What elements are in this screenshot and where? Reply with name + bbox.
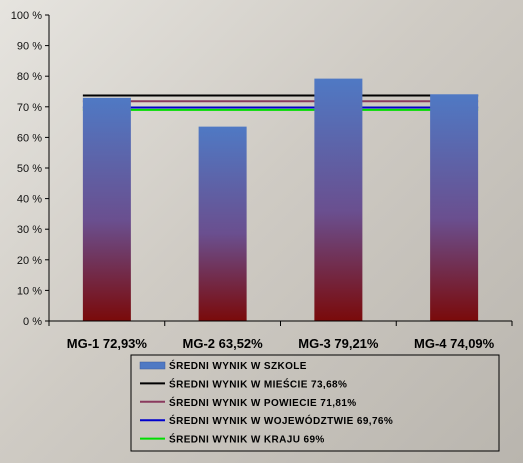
y-tick-label: 70 % [17, 102, 42, 114]
y-tick-label: 30 % [17, 224, 42, 236]
legend-label: ŚREDNI WYNIK W POWIECIE 71,81% [169, 396, 357, 409]
reference-lines [82, 94, 479, 111]
bar [314, 78, 363, 321]
y-tick-label: 10 % [17, 285, 42, 297]
bar [82, 97, 131, 321]
legend-label: ŚREDNI WYNIK W MIEŚCIE 73,68% [169, 377, 347, 390]
legend-box [130, 354, 500, 452]
x-category-label: MG-1 72,93% [67, 336, 148, 351]
legend: ŚREDNI WYNIK W SZKOLE ŚREDNI WYNIK W MIEŚ… [130, 354, 500, 452]
y-tick-label: 90 % [17, 41, 42, 53]
y-tick-label: 50 % [17, 163, 42, 175]
legend-label: ŚREDNI WYNIK W SZKOLE [169, 359, 307, 372]
axis-labels: 0 % 10 % 20 % 30 % 40 % 50 % 60 % 70 % 80 % 90 % 1… [11, 10, 495, 351]
axes [45, 14, 513, 326]
bar [198, 126, 247, 321]
legend-label: ŚREDNI WYNIK W WOJEWÓDZTWIE 69,76% [169, 414, 393, 427]
y-tick-label: 100 % [11, 10, 42, 22]
y-tick-label: 80 % [17, 71, 42, 83]
bar [430, 94, 479, 321]
y-tick-label: 40 % [17, 194, 42, 206]
x-category-label: MG-2 63,52% [183, 336, 264, 351]
x-category-label: MG-3 79,21% [298, 336, 379, 351]
y-tick-label: 20 % [17, 255, 42, 267]
bars [82, 78, 479, 321]
x-category-label: MG-4 74,09% [414, 336, 495, 351]
legend-label: ŚREDNI WYNIK W KRAJU 69% [169, 433, 325, 446]
y-tick-label: 60 % [17, 132, 42, 144]
y-tick-label: 0 % [23, 316, 42, 328]
legend-swatch-bar [139, 361, 166, 370]
